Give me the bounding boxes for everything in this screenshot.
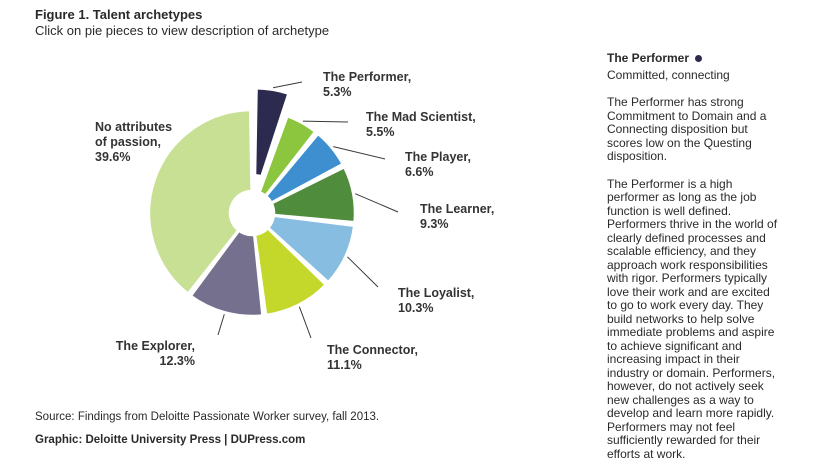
detail-paragraph-2: The Performer is a high performer as lon… [607, 176, 778, 461]
slice-value-label: 11.1% [327, 358, 362, 372]
leader-line [272, 81, 303, 89]
pie-slice-no-attributes-of-passion[interactable] [147, 108, 253, 296]
graphic-credit: Graphic: Deloitte University Press | DUP… [35, 434, 306, 446]
slice-value-label: 5.5% [366, 125, 395, 139]
leader-line [347, 256, 379, 288]
pie-slice-the-learner[interactable] [270, 165, 357, 224]
slice-name-label: The Explorer, [116, 339, 195, 353]
pie-slice-the-performer[interactable] [253, 86, 291, 178]
figure-subtitle: Click on pie pieces to view description … [35, 23, 330, 38]
leader-line [217, 314, 225, 336]
slice-name-label: The Learner, [420, 202, 494, 216]
detail-paragraph-1: The Performer has strong Commitment to D… [607, 95, 767, 163]
slice-value-label: 5.3% [323, 85, 352, 99]
leader-line [302, 120, 349, 123]
slice-name-label: The Player, [405, 150, 471, 164]
color-dot-icon [695, 55, 703, 63]
slice-name-label: The Performer, [323, 70, 411, 84]
donut-chart: The Performer,5.3% The Mad Scientist,5.5%… [95, 70, 494, 372]
slice-value-label: 12.3% [160, 354, 195, 368]
slice-value-label: 9.3% [420, 217, 449, 231]
source-note: Source: Findings from Deloitte Passionat… [35, 411, 380, 423]
detail-header: The Performer [607, 51, 782, 66]
slice-value-label: 10.3% [398, 301, 433, 315]
slice-value-label: 39.6% [95, 150, 130, 164]
pie-slice-the-loyalist[interactable] [266, 214, 356, 284]
slice-name-label: No attributes [95, 120, 172, 134]
leader-line [298, 306, 312, 339]
pie-slice-the-explorer[interactable] [189, 228, 264, 318]
detail-tagline: Committed, connecting [607, 67, 730, 82]
slice-name-label: The Connector, [327, 343, 418, 357]
pie-slice-the-player[interactable] [264, 132, 345, 205]
figure-title: Figure 1. Talent archetypes [35, 7, 203, 22]
slice-value-label: 6.6% [405, 165, 434, 179]
slice-name-label: of passion, [95, 135, 161, 149]
slice-name-label: The Loyalist, [398, 286, 474, 300]
leader-line [355, 193, 399, 213]
leader-line [333, 146, 386, 160]
pie-slice-the-connector[interactable] [253, 226, 328, 317]
slice-name-label: The Mad Scientist, [366, 110, 476, 124]
archetype-detail-panel: The Performer Committed, connecting The … [607, 51, 782, 461]
detail-title: The Performer [607, 51, 690, 65]
